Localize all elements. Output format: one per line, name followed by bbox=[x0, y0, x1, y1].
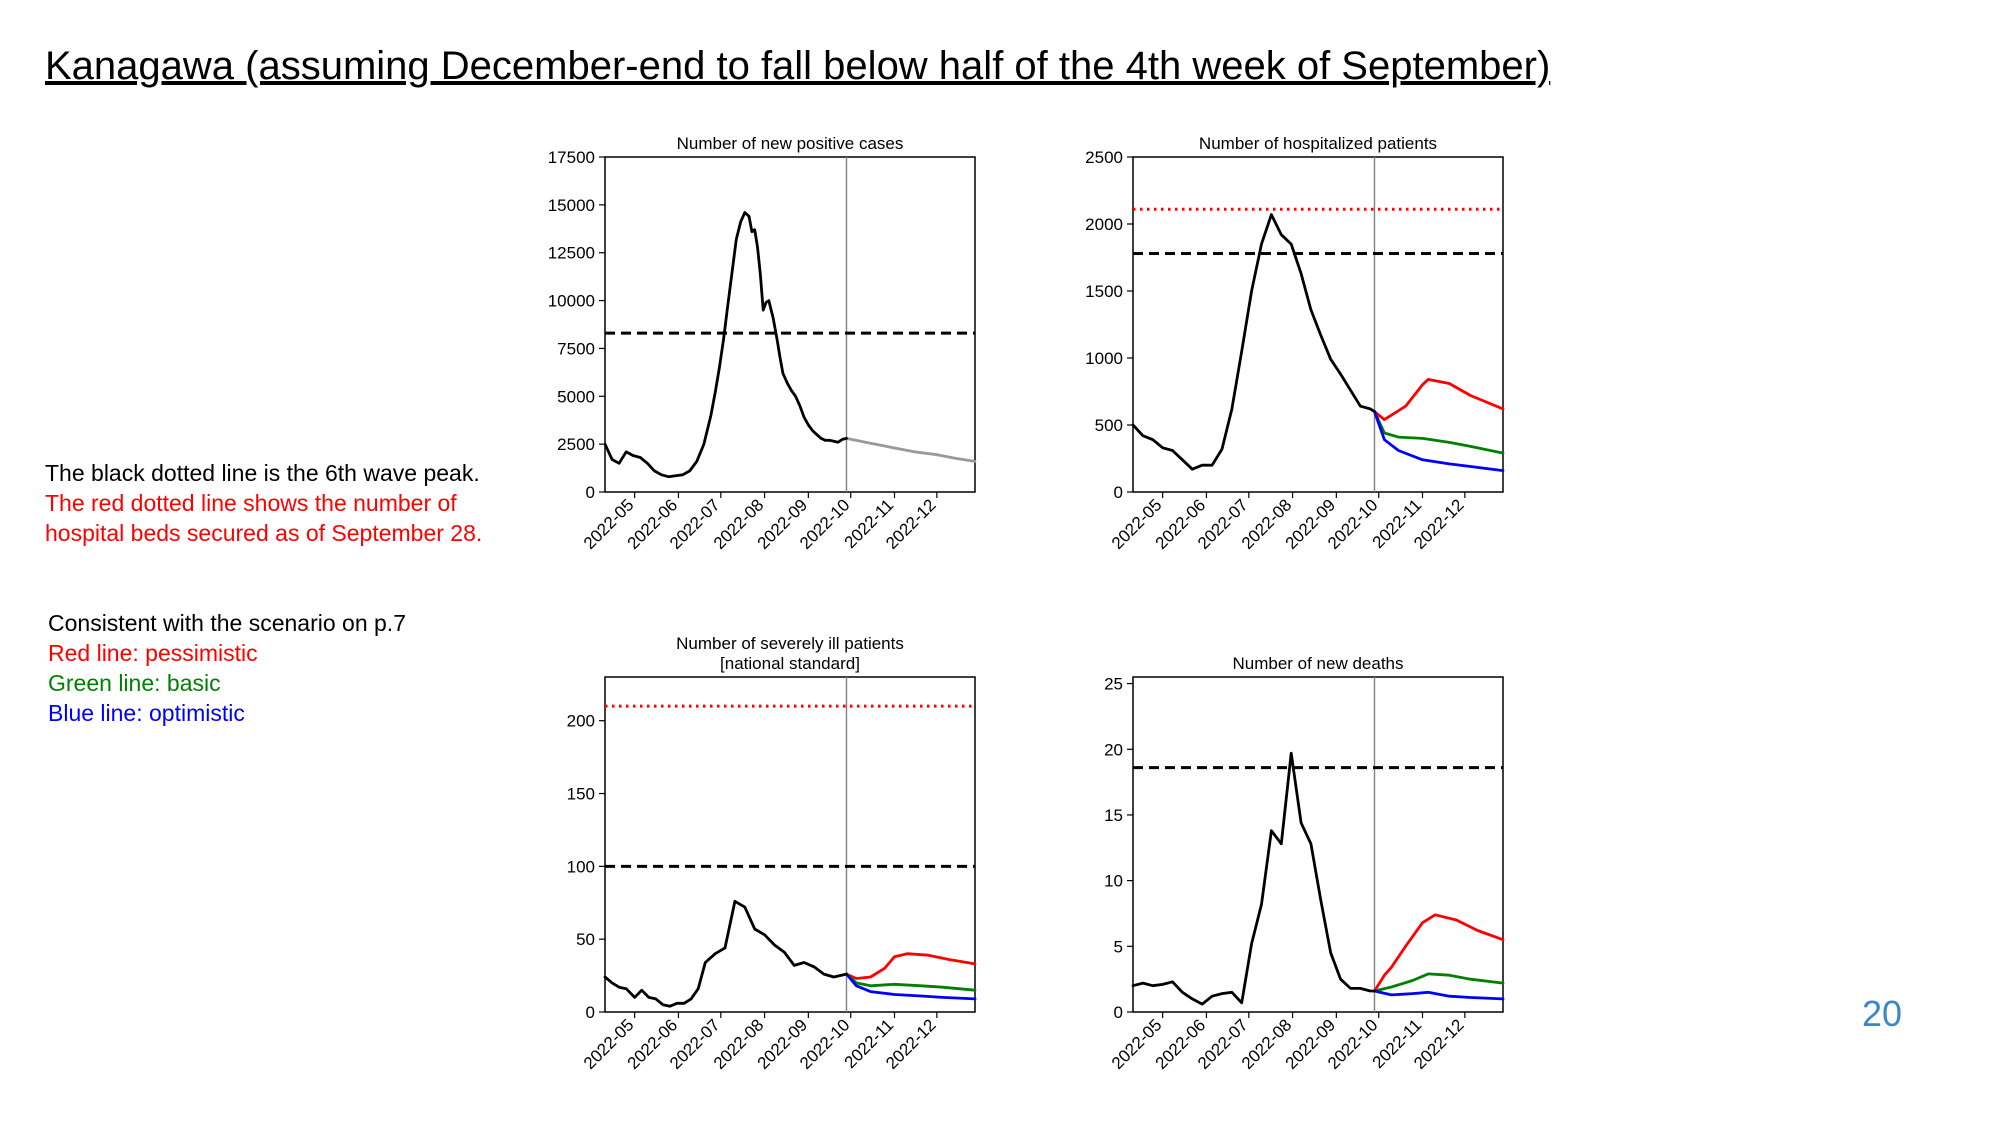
y-tick-label: 20 bbox=[1104, 740, 1123, 759]
legend-notes: The black dotted line is the 6th wave pe… bbox=[45, 458, 482, 548]
y-tick-label: 0 bbox=[1114, 483, 1123, 502]
projection-line-basic bbox=[1373, 972, 1505, 993]
projection-line-optimistic bbox=[845, 972, 977, 1001]
y-tick-label: 12500 bbox=[548, 244, 595, 263]
chart-severely-ill-patients: Number of severely ill patients[national… bbox=[567, 634, 977, 1073]
y-tick-label: 0 bbox=[586, 1003, 595, 1022]
y-tick-label: 50 bbox=[576, 930, 595, 949]
y-tick-label: 1500 bbox=[1085, 282, 1123, 301]
y-tick-label: 100 bbox=[567, 857, 595, 876]
projection-line-basic bbox=[845, 972, 977, 992]
y-tick-label: 25 bbox=[1104, 675, 1123, 694]
y-tick-label: 5 bbox=[1114, 937, 1123, 956]
y-tick-label: 150 bbox=[567, 785, 595, 804]
y-tick-label: 15000 bbox=[548, 196, 595, 215]
projection-line-pessimistic bbox=[1373, 913, 1505, 993]
projection-line-single bbox=[845, 436, 977, 463]
projection-line-pessimistic bbox=[1373, 377, 1505, 422]
chart-new-deaths: Number of new deaths05101520252022-05202… bbox=[1104, 654, 1505, 1073]
plot-frame bbox=[1132, 676, 1504, 1013]
chart-title: [national standard] bbox=[720, 654, 860, 673]
chart-title: Number of new positive cases bbox=[677, 134, 904, 153]
scenario-line: Blue line: optimistic bbox=[48, 700, 245, 726]
y-tick-label: 17500 bbox=[548, 148, 595, 167]
actual-line bbox=[1131, 751, 1376, 1006]
y-tick-label: 0 bbox=[1114, 1003, 1123, 1022]
projection-line-basic bbox=[1373, 410, 1505, 455]
chart-new-positive-cases: Number of new positive cases 0 2500 5000 750… bbox=[548, 134, 977, 553]
scenario-line: Consistent with the scenario on p.7 bbox=[48, 610, 406, 636]
chart-title: Number of severely ill patients bbox=[676, 634, 904, 653]
y-tick-label: 5000 bbox=[557, 387, 595, 406]
y-tick-label: 10 bbox=[1104, 872, 1123, 891]
chart-hospitalized-patients: Number of hospitalized patients 0 500 1000 1… bbox=[1085, 134, 1505, 553]
y-tick-label: 1000 bbox=[1085, 349, 1123, 368]
page-number: 20 bbox=[1862, 993, 1903, 1034]
plot-frame bbox=[604, 676, 976, 1013]
y-tick-label: 500 bbox=[1095, 416, 1123, 435]
y-tick-label: 7500 bbox=[557, 339, 595, 358]
y-tick-label: 0 bbox=[586, 483, 595, 502]
y-tick-label: 15 bbox=[1104, 806, 1123, 825]
y-tick-label: 2000 bbox=[1085, 215, 1123, 234]
chart-title: Number of new deaths bbox=[1232, 654, 1403, 673]
note-line: The black dotted line is the 6th wave pe… bbox=[45, 460, 480, 486]
plot-frame bbox=[1132, 156, 1504, 493]
projection-line-pessimistic bbox=[845, 952, 977, 980]
y-tick-label: 2500 bbox=[1085, 148, 1123, 167]
chart-title: Number of hospitalized patients bbox=[1199, 134, 1437, 153]
projection-line-optimistic bbox=[1373, 410, 1505, 473]
actual-line bbox=[1131, 213, 1376, 471]
projection-line-optimistic bbox=[1373, 989, 1505, 1001]
scenario-line: Green line: basic bbox=[48, 670, 221, 696]
y-tick-label: 200 bbox=[567, 712, 595, 731]
note-line: The red dotted line shows the number of bbox=[45, 490, 457, 516]
y-tick-label: 2500 bbox=[557, 435, 595, 454]
slide-title: Kanagawa (assuming December-end to fall … bbox=[45, 44, 1551, 88]
y-tick-label: 10000 bbox=[548, 292, 595, 311]
plot-frame bbox=[604, 156, 976, 493]
scenario-line: Red line: pessimistic bbox=[48, 640, 258, 666]
note-line: hospital beds secured as of September 28… bbox=[45, 520, 483, 546]
actual-line bbox=[603, 899, 848, 1008]
actual-line bbox=[603, 211, 848, 479]
scenario-notes: Consistent with the scenario on p.7 Red l… bbox=[48, 608, 406, 728]
